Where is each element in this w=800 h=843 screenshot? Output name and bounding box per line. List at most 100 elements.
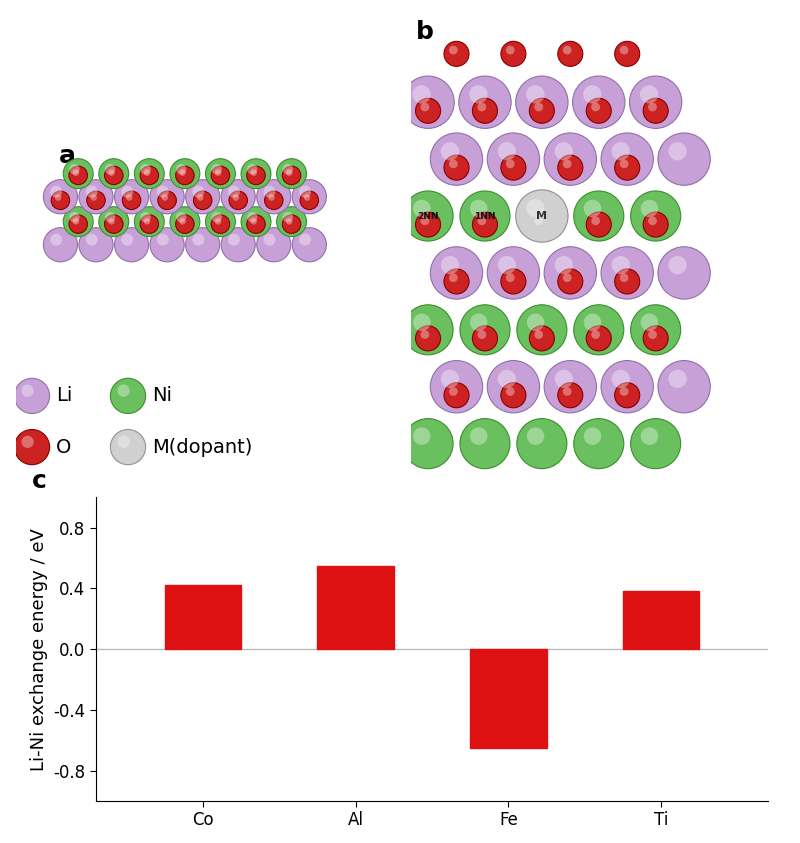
Circle shape (304, 194, 310, 201)
Circle shape (176, 212, 186, 223)
Circle shape (268, 194, 274, 201)
Circle shape (554, 370, 573, 388)
Circle shape (530, 326, 554, 351)
Circle shape (241, 207, 271, 237)
Circle shape (562, 46, 571, 55)
Circle shape (473, 326, 498, 351)
Circle shape (194, 191, 212, 210)
Circle shape (228, 234, 240, 245)
Circle shape (63, 158, 93, 189)
Circle shape (150, 180, 184, 214)
Circle shape (186, 180, 220, 214)
Circle shape (421, 217, 430, 225)
Text: 2NN: 2NN (418, 212, 439, 221)
Circle shape (444, 41, 469, 67)
Circle shape (470, 200, 487, 217)
Circle shape (286, 169, 293, 176)
Circle shape (70, 164, 80, 175)
Circle shape (157, 185, 169, 197)
Circle shape (257, 228, 291, 262)
Circle shape (157, 234, 169, 245)
Circle shape (403, 305, 453, 355)
Circle shape (517, 305, 567, 355)
Circle shape (263, 234, 275, 245)
Circle shape (170, 158, 200, 189)
Circle shape (221, 180, 255, 214)
Circle shape (73, 218, 79, 224)
Circle shape (179, 169, 186, 176)
Circle shape (90, 194, 97, 201)
Circle shape (415, 326, 441, 351)
Circle shape (558, 41, 583, 67)
Circle shape (584, 314, 602, 331)
Circle shape (134, 207, 164, 237)
Circle shape (247, 164, 258, 175)
Circle shape (460, 305, 510, 355)
Circle shape (583, 85, 602, 104)
Circle shape (441, 370, 459, 388)
Circle shape (206, 207, 235, 237)
Circle shape (114, 228, 149, 262)
Circle shape (506, 387, 514, 396)
Circle shape (415, 99, 441, 123)
Circle shape (292, 228, 326, 262)
Circle shape (530, 99, 554, 123)
Circle shape (620, 273, 629, 282)
Circle shape (501, 383, 526, 408)
Circle shape (282, 215, 301, 234)
Circle shape (282, 166, 301, 185)
Circle shape (643, 99, 668, 123)
Circle shape (282, 164, 293, 175)
Circle shape (648, 217, 657, 225)
Circle shape (534, 330, 543, 339)
Circle shape (470, 427, 487, 445)
Circle shape (158, 191, 176, 210)
Circle shape (43, 228, 78, 262)
Circle shape (126, 194, 133, 201)
Circle shape (105, 164, 115, 175)
Circle shape (241, 158, 271, 189)
Circle shape (526, 85, 545, 104)
Circle shape (506, 159, 514, 169)
Circle shape (640, 85, 658, 104)
Text: Li: Li (56, 386, 72, 405)
Circle shape (516, 76, 568, 128)
Circle shape (658, 247, 710, 299)
Circle shape (170, 207, 200, 237)
Circle shape (648, 103, 657, 111)
Circle shape (99, 207, 129, 237)
Circle shape (669, 256, 686, 274)
Circle shape (228, 185, 240, 197)
Circle shape (498, 256, 516, 274)
Circle shape (215, 169, 222, 176)
Circle shape (501, 155, 526, 180)
Circle shape (43, 180, 78, 214)
Circle shape (501, 269, 526, 294)
Circle shape (193, 234, 204, 245)
Circle shape (277, 207, 306, 237)
Circle shape (643, 212, 668, 237)
Text: a: a (58, 144, 76, 169)
Circle shape (558, 383, 583, 408)
Circle shape (108, 218, 114, 224)
Circle shape (193, 185, 204, 197)
Circle shape (614, 41, 640, 67)
Circle shape (586, 212, 611, 237)
Circle shape (506, 273, 514, 282)
Circle shape (591, 330, 600, 339)
Circle shape (211, 212, 222, 223)
Circle shape (641, 200, 658, 217)
Circle shape (470, 85, 487, 104)
Circle shape (86, 191, 106, 210)
Circle shape (300, 191, 318, 210)
Circle shape (246, 215, 266, 234)
Circle shape (487, 361, 539, 413)
Circle shape (554, 256, 573, 274)
Circle shape (402, 76, 454, 128)
Circle shape (233, 194, 239, 201)
Circle shape (229, 191, 247, 210)
Circle shape (449, 46, 458, 55)
Circle shape (186, 228, 220, 262)
Circle shape (611, 256, 630, 274)
Circle shape (558, 155, 583, 180)
